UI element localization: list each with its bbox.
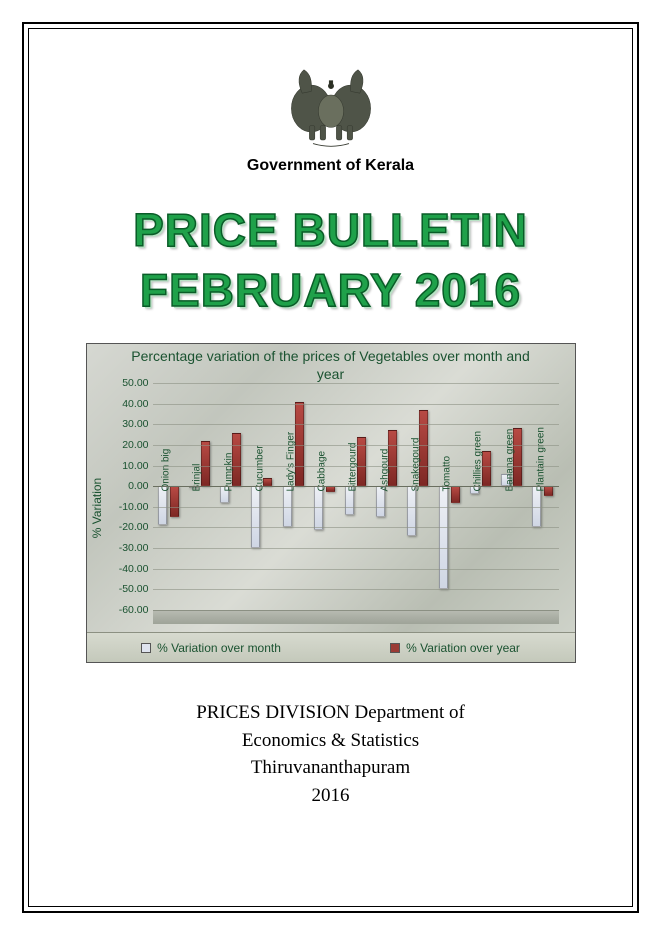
chart-y-tick: 30.00	[122, 418, 148, 430]
chart-category: Ashgourd	[371, 383, 402, 610]
chart-y-tick: 0.00	[128, 480, 148, 492]
chart-category: Bittergourd	[340, 383, 371, 610]
chart-y-tick: 40.00	[122, 398, 148, 410]
chart-category-label: Chillies green	[473, 431, 484, 492]
chart-y-axis-label: % Variation	[87, 383, 109, 632]
chart-y-tick: 50.00	[122, 377, 148, 389]
footer-line1: PRICES DIVISION Department of	[196, 699, 465, 727]
chart-category-label: Brinjal	[192, 464, 203, 492]
chart-category: Snakegourd	[402, 383, 433, 610]
chart-category-label: Banana green	[504, 429, 515, 492]
chart-category: Plantain green	[527, 383, 558, 610]
chart-legend: % Variation over month % Variation over …	[87, 632, 575, 662]
chart-y-tick: 10.00	[122, 460, 148, 472]
legend-label-year: % Variation over year	[406, 641, 520, 655]
chart-y-tick: -60.00	[119, 604, 149, 616]
footer-block: PRICES DIVISION Department of Economics …	[196, 699, 465, 809]
footer-line4: 2016	[196, 782, 465, 810]
chart-category: Banana green	[496, 383, 527, 610]
kerala-emblem-icon	[276, 59, 386, 149]
page-inner-border: Government of Kerala PRICE BULLETIN FEBR…	[28, 28, 633, 907]
chart-category-label: Bittergourd	[348, 443, 359, 492]
chart-category: Tomatto	[434, 383, 465, 610]
bar-month	[158, 486, 167, 525]
chart-floor	[153, 610, 559, 624]
chart-title: Percentage variation of the prices of Ve…	[87, 344, 575, 383]
footer-line3: Thiruvananthapuram	[196, 754, 465, 782]
chart-y-tick: 20.00	[122, 439, 148, 451]
chart-category: Cabbage	[309, 383, 340, 610]
chart-y-ticks: 50.0040.0030.0020.0010.000.00-10.00-20.0…	[109, 383, 153, 632]
bar-month	[314, 486, 323, 529]
legend-swatch-year-icon	[390, 643, 400, 653]
chart-category: Chillies green	[465, 383, 496, 610]
legend-item-month: % Variation over month	[141, 641, 281, 655]
legend-item-year: % Variation over year	[390, 641, 520, 655]
chart-category: Lady's Finger	[277, 383, 308, 610]
government-label: Government of Kerala	[247, 157, 414, 175]
chart-y-tick: -20.00	[119, 521, 149, 533]
bulletin-title-line1: PRICE BULLETIN	[133, 203, 528, 257]
chart-category: Cucumber	[246, 383, 277, 610]
chart-category: Brinjal	[184, 383, 215, 610]
chart-category: Onion big	[153, 383, 184, 610]
chart-y-tick: -10.00	[119, 501, 149, 513]
bulletin-title-line2: FEBRUARY 2016	[140, 263, 521, 317]
bar-month	[251, 486, 260, 548]
chart-y-tick: -50.00	[119, 583, 149, 595]
chart-bars-group: Onion big Brinjal Pumpkin Cucumber Lady's Fi…	[153, 383, 559, 610]
chart-y-tick: -40.00	[119, 563, 149, 575]
bar-month	[439, 486, 448, 589]
legend-label-month: % Variation over month	[157, 641, 281, 655]
chart-category-label: Cucumber	[254, 446, 265, 492]
chart-category-label: Lady's Finger	[286, 432, 297, 492]
chart-plot-area: Onion big Brinjal Pumpkin Cucumber Lady's Fi…	[153, 383, 559, 624]
footer-line2: Economics & Statistics	[196, 727, 465, 755]
chart-category-label: Plantain green	[535, 427, 546, 492]
price-variation-chart: Percentage variation of the prices of Ve…	[86, 343, 576, 663]
chart-y-tick: -30.00	[119, 542, 149, 554]
chart-category: Pumpkin	[215, 383, 246, 610]
legend-swatch-month-icon	[141, 643, 151, 653]
